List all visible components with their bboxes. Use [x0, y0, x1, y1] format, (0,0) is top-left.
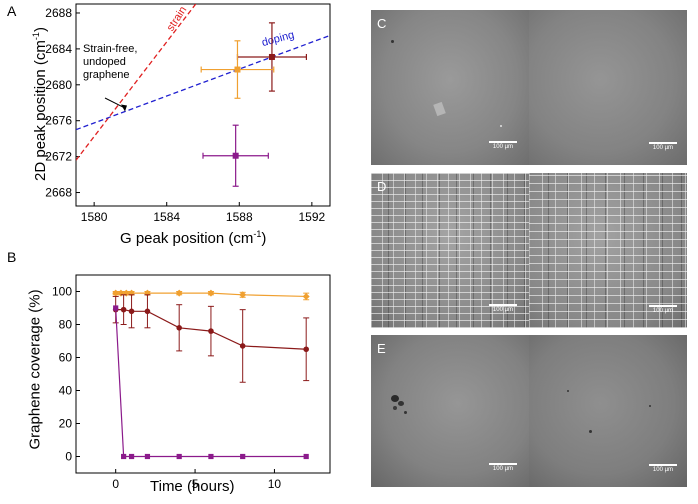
debris-cluster — [398, 401, 404, 406]
debris-cluster — [404, 411, 407, 414]
x-tick-label: 1580 — [81, 210, 108, 224]
reference-lines — [76, 4, 330, 161]
data-point — [113, 305, 119, 311]
annotation-line: Strain-free, — [83, 43, 137, 55]
y-tick-label: 2684 — [45, 42, 72, 56]
doping-line — [76, 34, 330, 131]
scale-bar: 100 µm — [649, 464, 677, 473]
y-tick-label: 2668 — [45, 186, 72, 200]
strain-line — [76, 4, 197, 161]
panel-label-a: A — [7, 3, 17, 19]
strain-label: strain — [165, 4, 190, 33]
debris-dot — [567, 390, 569, 392]
data-point — [176, 325, 182, 331]
chart-a-xlabel: G peak position (cm-1) — [120, 229, 267, 247]
debris-cluster — [391, 395, 399, 402]
debris-cluster — [393, 406, 397, 410]
data-point — [303, 346, 309, 353]
debris-dot — [589, 430, 592, 433]
x-tick-label: 1588 — [226, 210, 253, 224]
panel-label-e: E — [377, 341, 386, 356]
plot-frame — [75, 3, 331, 207]
data-point — [239, 343, 246, 349]
scale-bar: 100 µm — [489, 463, 517, 490]
data-point — [208, 453, 214, 460]
panel-label-c: C — [377, 16, 387, 31]
scale-bar: 100 µm — [489, 141, 517, 490]
data-point — [240, 453, 246, 460]
micrograph-d-left: D — [371, 173, 529, 328]
micrograph-d-right: 100 µm — [529, 173, 687, 328]
panel-label-d: D — [377, 179, 387, 194]
scale-bar: 100 µm — [489, 304, 517, 490]
data-point — [176, 453, 182, 460]
data-point — [234, 66, 241, 73]
data-point — [207, 289, 215, 297]
data-point — [128, 453, 135, 460]
data-point — [112, 289, 120, 297]
data-point — [128, 308, 135, 315]
annotation-line: undoped — [83, 56, 126, 68]
chart-b-xlabel: Time (hours) — [150, 478, 235, 495]
annotation-line: graphene — [83, 69, 130, 81]
doping-label: doping — [261, 29, 296, 49]
y-tick-label: 2680 — [45, 78, 72, 92]
data-point — [239, 291, 247, 299]
micrograph-e-left: E — [371, 335, 529, 487]
debris-dot — [391, 40, 394, 43]
y-tick-label: 2688 — [45, 6, 72, 20]
annotation-arrow — [104, 97, 125, 108]
y-tick-label: 2672 — [45, 150, 72, 164]
x-tick-label: 5 — [192, 477, 199, 491]
micrograph-e-right: 100 µm — [529, 335, 687, 487]
panel-label-b: B — [7, 249, 17, 265]
data-point — [144, 308, 151, 315]
debris-flake — [433, 101, 446, 117]
plot-frame — [75, 274, 331, 474]
scale-bar: 100 µm — [649, 142, 677, 151]
debris-dot — [500, 125, 502, 127]
data-point — [303, 453, 309, 460]
micrograph-c-left: C — [371, 10, 529, 165]
data-point — [144, 453, 151, 460]
y-tick-label: 0 — [65, 450, 72, 464]
data-point — [120, 306, 127, 313]
data-point — [268, 53, 275, 60]
y-tick-label: 60 — [59, 351, 73, 365]
chart-a: 1580 1584 1588 1592 2668 2672 2676 2680 2684 2688… — [45, 3, 331, 224]
x-tick-label: 1584 — [153, 210, 180, 224]
data-point — [121, 453, 127, 460]
annotation-arrowhead — [120, 104, 127, 112]
y-tick-label: 2676 — [45, 114, 72, 128]
data-point — [208, 328, 214, 334]
data-point — [175, 289, 183, 297]
y-tick-label: 20 — [59, 417, 73, 431]
chart-a-ylabel: 2D peak position (cm-1) — [31, 27, 49, 181]
x-tick-label: 0 — [112, 477, 119, 491]
y-tick-label: 100 — [52, 285, 72, 299]
scale-bar: 100 µm — [649, 305, 677, 314]
debris-dot — [649, 405, 651, 407]
x-tick-label: 1592 — [299, 210, 326, 224]
micrograph-c-right: 100 µm — [529, 10, 687, 165]
y-tick-label: 80 — [59, 318, 73, 332]
x-tick-label: 10 — [268, 477, 282, 491]
data-point — [232, 152, 239, 159]
y-tick-label: 40 — [59, 384, 73, 398]
chart-b-ylabel: Graphene coverage (%) — [26, 289, 44, 450]
data-point — [302, 292, 310, 300]
